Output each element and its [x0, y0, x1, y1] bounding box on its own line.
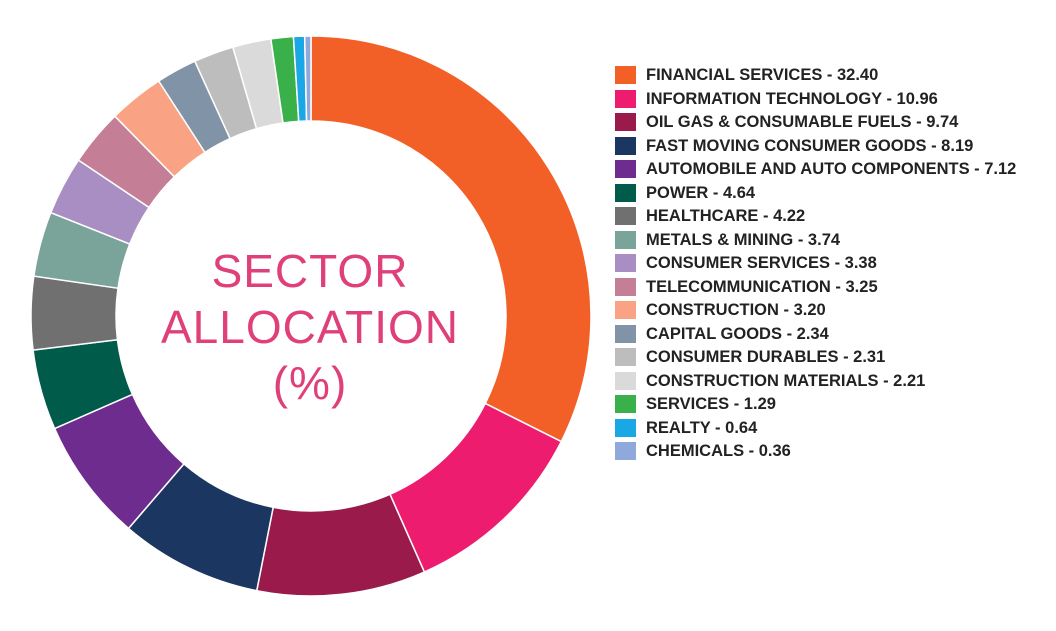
legend-item: CHEMICALS - 0.36 — [615, 440, 1045, 464]
legend-item: AUTOMOBILE AND AUTO COMPONENTS - 7.12 — [615, 158, 1045, 182]
legend-label: CAPITAL GOODS - 2.34 — [646, 324, 829, 343]
legend-label: SERVICES - 1.29 — [646, 395, 776, 413]
legend-item: CONSTRUCTION - 3.20 — [615, 299, 1045, 323]
donut-chart: SECTOR ALLOCATION (%) — [30, 35, 592, 597]
legend-label: REALTY - 0.64 — [646, 418, 758, 437]
legend-swatch — [615, 136, 636, 155]
donut-chart-svg — [30, 35, 592, 597]
legend-swatch — [615, 301, 636, 319]
legend-label: CONSTRUCTION - 3.20 — [646, 301, 826, 319]
legend-swatch — [615, 113, 636, 131]
legend-item: OIL GAS & CONSUMABLE FUELS - 9.74 — [615, 111, 1045, 135]
slice-information-technology — [388, 402, 563, 574]
slice-healthcare — [30, 275, 119, 351]
legend-swatch — [615, 254, 636, 272]
legend-label: CONSUMER DURABLES - 2.31 — [646, 348, 886, 366]
legend-label: CONSUMER SERVICES - 3.38 — [646, 254, 877, 272]
slice-financial-services — [310, 35, 592, 443]
legend-item: HEALTHCARE - 4.22 — [615, 205, 1045, 229]
legend-swatch — [615, 183, 636, 202]
legend-item: POWER - 4.64 — [615, 182, 1045, 206]
legend-label: FAST MOVING CONSUMER GOODS - 8.19 — [646, 136, 974, 155]
legend-swatch — [615, 395, 636, 413]
legend-label: TELECOMMUNICATION - 3.25 — [646, 277, 878, 296]
legend-swatch — [615, 442, 636, 460]
legend-label: CHEMICALS - 0.36 — [646, 442, 791, 460]
legend-swatch — [615, 348, 636, 366]
legend-swatch — [615, 230, 636, 249]
legend-label: METALS & MINING - 3.74 — [646, 230, 841, 249]
legend-item: CONSUMER DURABLES - 2.31 — [615, 346, 1045, 370]
legend-label: OIL GAS & CONSUMABLE FUELS - 9.74 — [646, 113, 959, 131]
legend-item: CONSUMER SERVICES - 3.38 — [615, 252, 1045, 276]
legend-item: SERVICES - 1.29 — [615, 393, 1045, 417]
legend-item: REALTY - 0.64 — [615, 417, 1045, 441]
chart-legend: FINANCIAL SERVICES - 32.40 INFORMATION TE… — [615, 64, 1045, 464]
legend-item: TELECOMMUNICATION - 3.25 — [615, 276, 1045, 300]
legend-item: FINANCIAL SERVICES - 32.40 — [615, 64, 1045, 88]
legend-swatch — [615, 324, 636, 343]
legend-label: HEALTHCARE - 4.22 — [646, 207, 806, 225]
chart-title: SECTOR ALLOCATION (%) — [161, 245, 459, 409]
slice-chemicals — [303, 35, 312, 122]
legend-item: FAST MOVING CONSUMER GOODS - 8.19 — [615, 135, 1045, 159]
legend-swatch — [615, 207, 636, 225]
legend-item: CONSTRUCTION MATERIALS - 2.21 — [615, 370, 1045, 394]
legend-swatch — [615, 418, 636, 437]
legend-swatch — [615, 66, 636, 84]
legend-label: FINANCIAL SERVICES - 32.40 — [646, 66, 879, 84]
legend-label: POWER - 4.64 — [646, 183, 756, 202]
legend-label: CONSTRUCTION MATERIALS - 2.21 — [646, 371, 926, 390]
legend-item: INFORMATION TECHNOLOGY - 10.96 — [615, 88, 1045, 112]
legend-item: CAPITAL GOODS - 2.34 — [615, 323, 1045, 347]
legend-swatch — [615, 160, 636, 178]
legend-swatch — [615, 371, 636, 390]
legend-item: METALS & MINING - 3.74 — [615, 229, 1045, 253]
legend-swatch — [615, 277, 636, 296]
legend-label: INFORMATION TECHNOLOGY - 10.96 — [646, 89, 938, 108]
legend-label: AUTOMOBILE AND AUTO COMPONENTS - 7.12 — [646, 160, 1017, 178]
legend-swatch — [615, 89, 636, 108]
